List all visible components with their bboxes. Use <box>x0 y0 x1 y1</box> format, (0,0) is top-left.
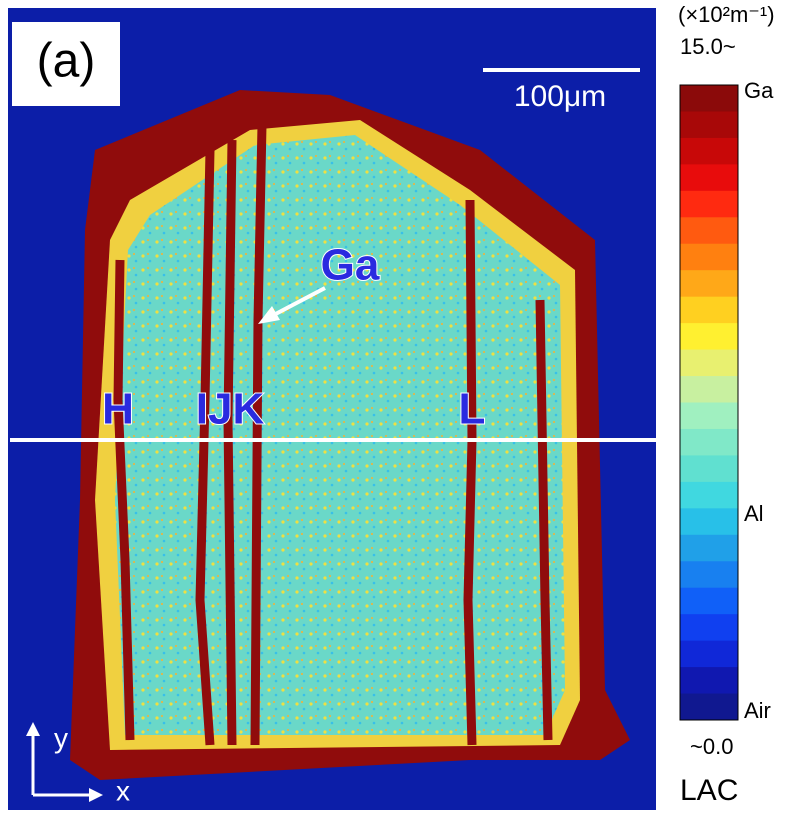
colorbar-title: LAC <box>680 774 738 807</box>
panel-label: (a) <box>37 35 96 88</box>
colorbar-min: ~0.0 <box>690 734 733 759</box>
axis-x-label: x <box>116 775 130 806</box>
colorbar-swatch <box>680 403 738 430</box>
colorbar-swatch <box>680 694 738 721</box>
colorbar-swatch <box>680 217 738 244</box>
colorbar-marker: Air <box>744 698 771 723</box>
axis-y-label: y <box>54 722 68 753</box>
colorbar-swatch <box>680 244 738 271</box>
colorbar-swatch <box>680 588 738 615</box>
colorbar-swatch <box>680 482 738 509</box>
arrow-label: Ga <box>321 241 380 290</box>
colorbar-swatch <box>680 191 738 218</box>
colorbar-swatch <box>680 641 738 668</box>
colorbar-swatch <box>680 270 738 297</box>
colorbar-swatch <box>680 138 738 165</box>
colorbar-swatch <box>680 350 738 377</box>
colorbar-swatch <box>680 85 738 112</box>
colorbar-swatch <box>680 164 738 191</box>
region-label: H <box>102 385 134 434</box>
colorbar-swatch <box>680 614 738 641</box>
colorbar-swatch <box>680 561 738 588</box>
colorbar-swatch <box>680 429 738 456</box>
colorbar-marker: Ga <box>744 78 774 103</box>
colorbar-swatch <box>680 323 738 350</box>
colorbar-swatch <box>680 667 738 694</box>
colorbar-swatch <box>680 508 738 535</box>
colorbar-marker: Al <box>744 501 764 526</box>
region-label: L <box>459 385 486 434</box>
colorbar-unit: (×10²m⁻¹) <box>678 2 775 27</box>
colorbar-swatch <box>680 111 738 138</box>
colorbar-swatch <box>680 297 738 324</box>
scale-bar-label: 100μm <box>514 80 606 113</box>
colorbar-swatch <box>680 376 738 403</box>
region-label: IJK <box>196 385 265 434</box>
colorbar: (×10²m⁻¹) 15.0~ ~0.0 LAC Ga Al Air <box>678 2 775 807</box>
colorbar-max: 15.0~ <box>680 34 736 59</box>
colorbar-swatch <box>680 535 738 562</box>
colorbar-swatch <box>680 455 738 482</box>
tomography-image: (a) 100μm Ga H IJK L y x <box>8 8 656 810</box>
figure: (a) 100μm Ga H IJK L y x (×10²m⁻¹) 15.0~… <box>0 0 790 818</box>
